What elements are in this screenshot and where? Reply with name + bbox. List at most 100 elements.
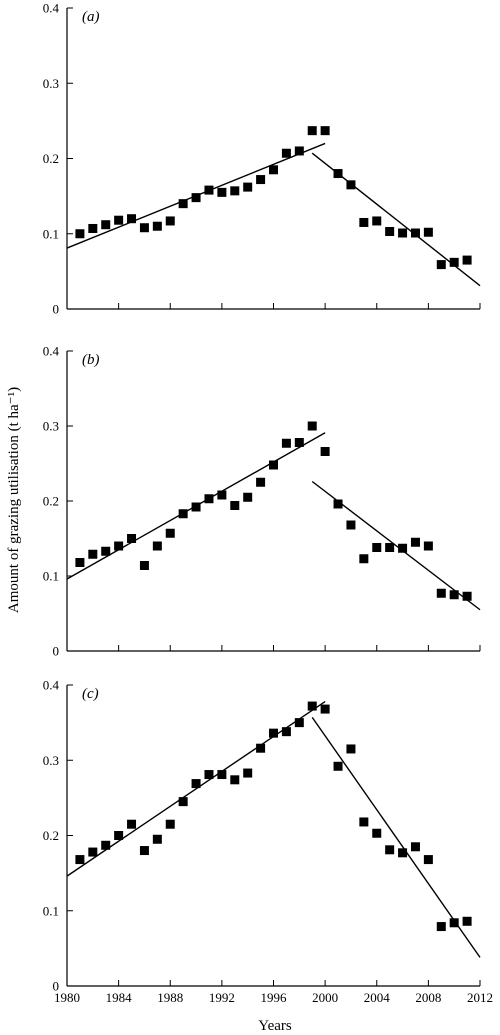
data-point-c: [217, 770, 227, 780]
data-point-b: [217, 490, 227, 500]
data-point-b: [320, 447, 330, 456]
y-tick-label-c: 0.3: [43, 753, 59, 768]
data-point-c: [88, 847, 98, 857]
data-point-a: [230, 186, 240, 196]
data-point-b: [359, 554, 369, 564]
data-point-a: [398, 228, 408, 238]
data-point-a: [165, 216, 175, 226]
data-point-c: [281, 727, 291, 737]
data-point-a: [178, 199, 188, 209]
panel-b: 0 0.1 0.2 0.3 0.4 (b): [43, 344, 481, 659]
data-point-b: [191, 502, 201, 512]
data-point-c: [127, 819, 137, 829]
data-point-c: [243, 768, 253, 778]
data-point-b: [436, 588, 446, 598]
panel-a: 0 0.1 0.2 0.3 0.4 (a): [43, 1, 481, 317]
data-point-b: [462, 591, 472, 601]
data-point-c: [372, 828, 382, 838]
trend-line-c-2: [311, 716, 481, 958]
data-point-b: [398, 543, 408, 553]
data-point-c: [178, 797, 188, 807]
y-tick-label-a: 0.4: [43, 1, 60, 16]
data-point-c: [462, 916, 472, 926]
data-point-b: [410, 537, 420, 547]
data-point-c: [139, 846, 149, 856]
data-point-c: [230, 775, 240, 785]
data-point-b: [127, 534, 137, 543]
data-point-b: [294, 438, 304, 447]
data-point-b: [75, 558, 85, 567]
data-point-a: [256, 175, 266, 185]
y-tick-label-b: 0.2: [43, 494, 59, 509]
data-point-c: [256, 743, 266, 753]
panel-label-a: (a): [82, 9, 100, 25]
y-axis-title: Amount of grazing utilisation (t ha⁻¹): [6, 387, 22, 613]
y-tick-label-c: 0.1: [43, 903, 59, 918]
data-point-c: [398, 848, 408, 858]
data-point-c: [320, 704, 330, 714]
data-point-b: [269, 460, 278, 470]
data-point-c: [204, 770, 214, 780]
data-point-c: [307, 701, 317, 711]
data-point-a: [281, 148, 291, 158]
data-point-b: [178, 509, 188, 519]
x-tick-label-c: 1996: [261, 990, 288, 1005]
data-point-c: [165, 819, 175, 829]
data-point-c: [152, 834, 162, 844]
data-point-b: [165, 528, 175, 538]
data-point-b: [243, 492, 253, 502]
data-point-c: [423, 855, 433, 865]
data-point-c: [410, 842, 420, 852]
data-point-c: [269, 728, 278, 738]
panel-label-c: (c): [82, 686, 99, 702]
data-point-a: [243, 182, 253, 192]
y-tick-label-a: 0.3: [43, 76, 59, 91]
y-tick-label-b: 0: [53, 644, 60, 659]
data-point-b: [333, 499, 343, 509]
data-point-b: [385, 543, 395, 552]
data-point-c: [449, 918, 459, 928]
data-point-b: [372, 543, 382, 552]
data-point-b: [346, 520, 356, 530]
data-point-a: [436, 260, 446, 270]
x-tick-label-c: 1988: [157, 990, 183, 1005]
data-point-c: [114, 831, 124, 840]
x-tick-label-c: 2000: [312, 990, 338, 1005]
x-tick-label-c: 2012: [467, 990, 493, 1005]
y-tick-label-b: 0.1: [43, 569, 59, 584]
data-point-c: [333, 761, 343, 771]
data-point-a: [191, 193, 201, 203]
data-point-c: [101, 840, 111, 850]
data-point-b: [139, 561, 149, 570]
data-point-a: [139, 223, 149, 233]
y-tick-label-c: 0.4: [43, 678, 60, 693]
data-point-a: [88, 223, 98, 233]
data-point-a: [410, 228, 420, 238]
data-point-c: [436, 922, 446, 932]
data-point-a: [217, 187, 227, 197]
y-tick-label-a: 0: [53, 302, 60, 317]
y-tick-label-a: 0.2: [43, 151, 59, 166]
data-point-a: [152, 221, 162, 231]
x-tick-label-c: 2008: [415, 990, 441, 1005]
x-tick-label-c: 1992: [209, 990, 235, 1005]
panel-label-b: (b): [82, 352, 100, 368]
data-point-a: [114, 215, 124, 225]
data-point-b: [101, 546, 111, 556]
data-point-a: [359, 217, 369, 227]
data-point-a: [75, 229, 85, 239]
data-point-b: [281, 438, 291, 448]
y-tick-label-b: 0.3: [43, 419, 59, 434]
data-point-b: [152, 541, 162, 551]
panel-c: 0 0.1 0.2 0.3 0.4 1980 1984 1988 1992 1996 2000 200…: [43, 678, 493, 1006]
y-tick-label-c: 0: [53, 979, 60, 994]
data-point-b: [423, 541, 433, 551]
data-point-a: [333, 169, 343, 179]
data-point-b: [114, 541, 124, 551]
data-point-c: [346, 744, 356, 754]
data-point-a: [346, 180, 356, 190]
data-point-c: [359, 817, 369, 827]
data-point-a: [320, 126, 330, 136]
data-point-a: [101, 220, 111, 230]
